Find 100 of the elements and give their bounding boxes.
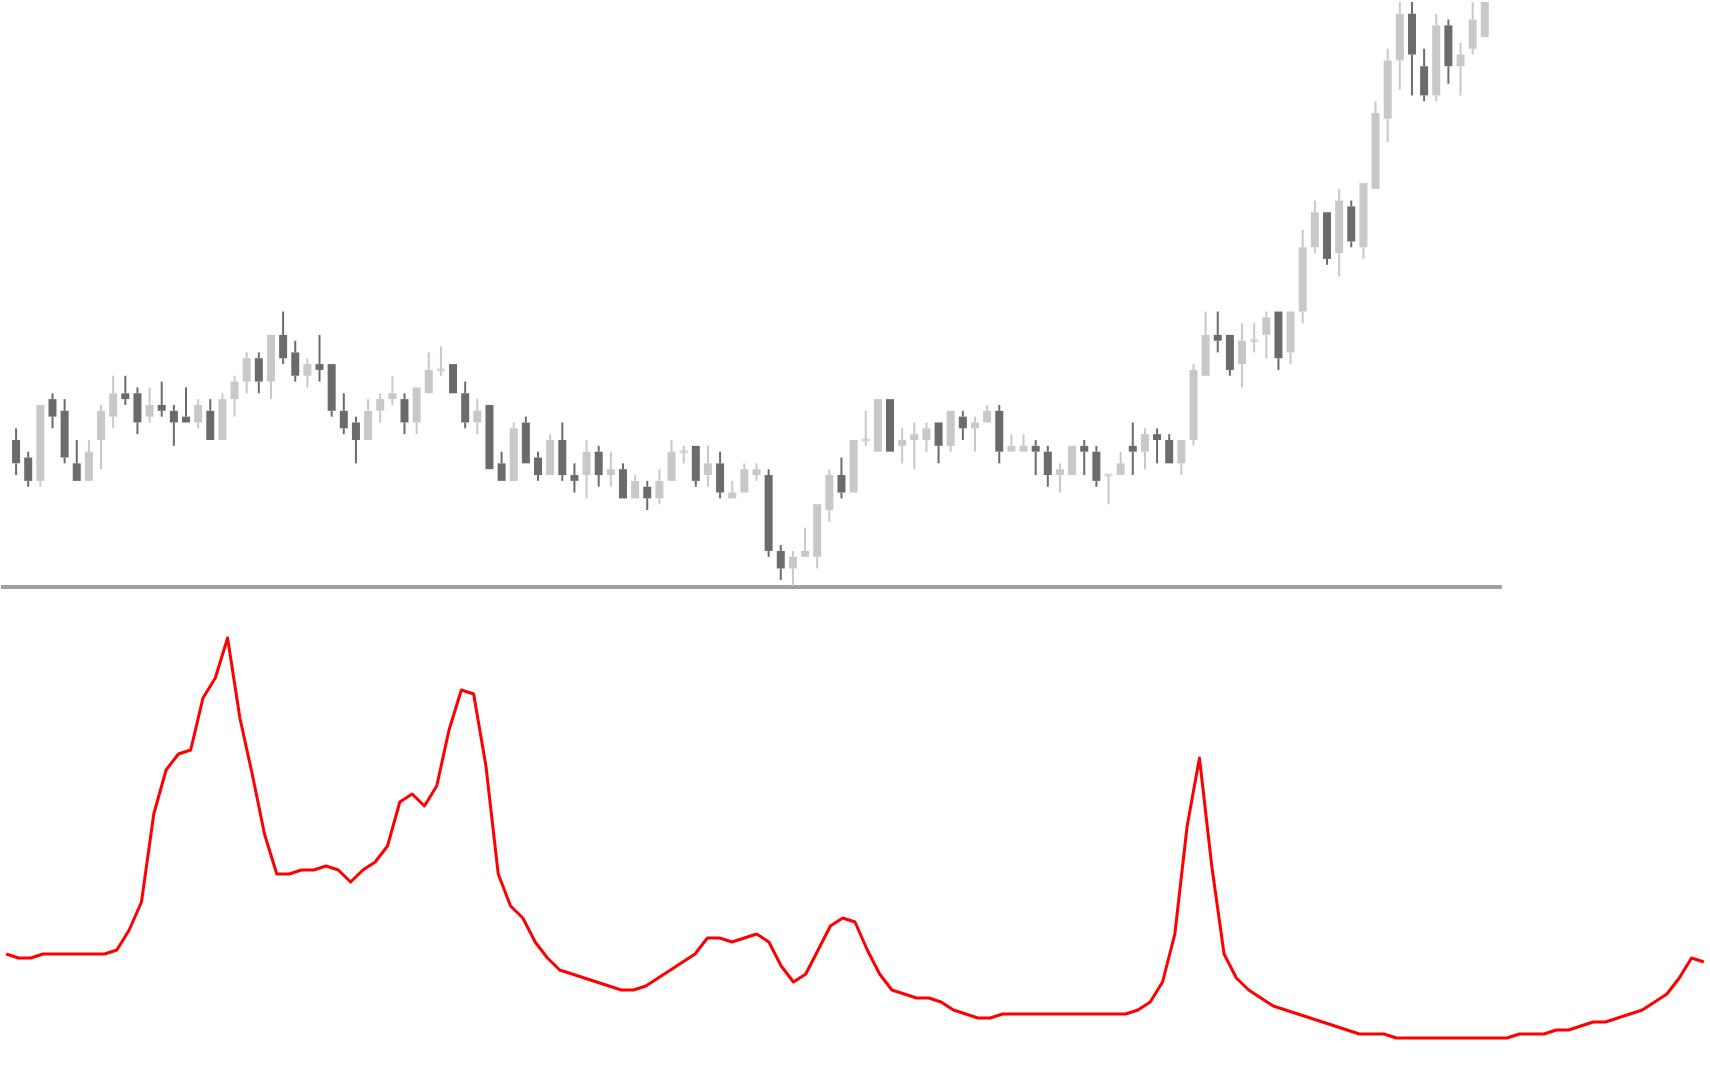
candlestick <box>776 544 785 582</box>
candlestick <box>1068 445 1077 476</box>
candlestick <box>570 462 579 494</box>
candlestick <box>1153 427 1162 465</box>
candlestick <box>254 351 263 395</box>
candlestick <box>1189 363 1198 447</box>
candlestick <box>849 440 858 493</box>
candlestick <box>740 462 749 493</box>
candlestick <box>230 374 239 418</box>
candlestick <box>1323 212 1331 266</box>
candlestick <box>1055 462 1064 494</box>
candlestick <box>1298 228 1307 325</box>
candlestick <box>934 422 943 465</box>
candlestick <box>752 462 761 482</box>
candlestick <box>303 357 312 389</box>
candlestick <box>1468 1 1477 56</box>
candlestick <box>388 374 397 406</box>
candlestick <box>194 398 203 430</box>
candlestick <box>109 374 118 430</box>
candlestick <box>509 421 518 481</box>
candlestick <box>1177 440 1186 477</box>
candlestick <box>218 392 227 440</box>
candlestick <box>1432 12 1441 103</box>
candlestick <box>339 392 348 436</box>
candlestick <box>958 409 967 441</box>
candlestick <box>279 310 288 366</box>
candlestick <box>946 410 955 453</box>
candlestick <box>206 398 215 440</box>
candlestick <box>691 445 700 488</box>
candlestick <box>983 403 992 423</box>
candlestick <box>400 392 409 436</box>
candlestick <box>1420 47 1429 103</box>
candlestick <box>582 439 591 500</box>
candlestick <box>364 398 373 440</box>
candlestick <box>801 526 810 557</box>
candlestick <box>473 398 482 436</box>
candlestick <box>1043 444 1052 488</box>
candlestick <box>1371 100 1380 189</box>
candlestick <box>667 439 676 481</box>
candlestick <box>1092 444 1101 488</box>
candlestick <box>1359 183 1368 260</box>
candlestick <box>631 474 640 499</box>
candlestick <box>1395 1 1404 91</box>
candlestick <box>1456 41 1465 97</box>
candlestick <box>1274 311 1283 371</box>
candlestick <box>1480 2 1489 38</box>
candlestick <box>788 549 797 587</box>
candlestick <box>1310 199 1319 255</box>
candlestick <box>424 351 433 394</box>
candlestick <box>703 444 712 488</box>
candlestick <box>97 403 106 471</box>
candlestick <box>121 374 130 406</box>
candlestick <box>1116 450 1125 476</box>
candlestick <box>606 450 615 488</box>
candlestick <box>133 386 142 436</box>
candlestick <box>643 479 652 512</box>
candlestick <box>1213 310 1222 354</box>
candlestick <box>825 468 834 523</box>
candlestick <box>1407 1 1416 97</box>
candlestick <box>898 427 907 465</box>
candlestick <box>84 439 93 481</box>
candlestick <box>485 404 494 470</box>
candlestick <box>1165 433 1174 464</box>
candlestick <box>655 468 664 506</box>
candlestick <box>315 333 324 383</box>
candlestick <box>1019 433 1028 452</box>
candlestick <box>1104 473 1113 506</box>
candlestick <box>813 504 822 570</box>
candlestick <box>36 404 45 488</box>
candlestick <box>169 403 178 447</box>
candlestick <box>242 351 251 395</box>
candlestick <box>1286 311 1295 366</box>
candlestick <box>1335 187 1344 278</box>
candlestick <box>546 433 555 476</box>
candlestick <box>1031 439 1040 477</box>
candlestick <box>376 392 385 424</box>
candlestick <box>291 339 300 383</box>
candlestick <box>266 334 275 401</box>
candlestick <box>1007 433 1016 452</box>
candlestick <box>534 450 543 482</box>
candlestick <box>922 421 931 453</box>
candlestick <box>449 364 458 394</box>
candlestick <box>157 380 166 418</box>
candlestick <box>873 399 882 452</box>
candlestick <box>24 450 33 488</box>
candlestick <box>72 439 81 481</box>
candlestick <box>48 392 57 430</box>
candlestick <box>910 421 919 471</box>
candlestick <box>497 450 506 481</box>
candlestick <box>1225 334 1234 377</box>
candlestick <box>995 403 1004 465</box>
candlestick <box>327 364 336 418</box>
candlestick <box>886 399 895 452</box>
candlestick <box>618 462 627 499</box>
candlestick <box>1383 47 1392 144</box>
candlestick <box>1238 322 1247 389</box>
candlestick <box>1128 421 1137 477</box>
candlestick <box>1201 310 1210 376</box>
candlestick <box>461 380 470 430</box>
candlestick <box>1080 439 1089 477</box>
